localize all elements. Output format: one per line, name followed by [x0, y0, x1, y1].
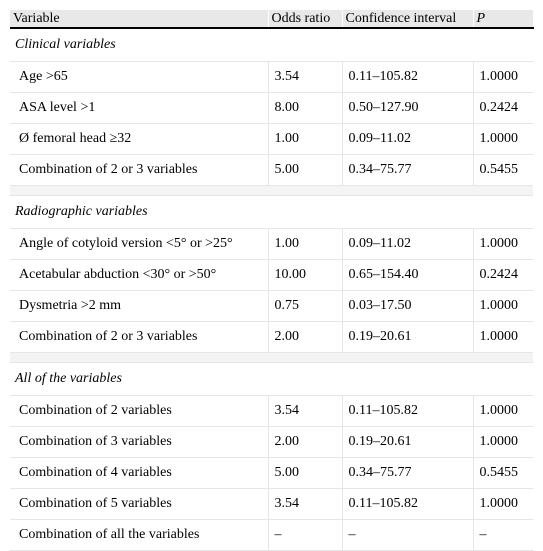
cell-p-value: –: [473, 519, 533, 551]
spacer-cell: [10, 185, 533, 196]
cell-p-value: 1.0000: [473, 321, 533, 353]
cell-p-value: 1.0000: [473, 290, 533, 322]
cell-confidence-interval: 0.11–105.82: [342, 488, 474, 520]
cell-odds-ratio: 3.54: [268, 61, 343, 93]
cell-confidence-interval: 0.65–154.40: [342, 259, 474, 291]
cell-confidence-interval: 0.11–105.82: [342, 395, 474, 427]
table-row: Acetabular abduction <30° or >50° 10.00 0.…: [10, 259, 533, 291]
cell-p-value: 1.0000: [473, 228, 533, 260]
header-odds-ratio: Odds ratio: [268, 10, 343, 29]
header-confidence-interval: Confidence interval: [342, 10, 474, 29]
section-title: All of the variables: [10, 362, 533, 396]
cell-confidence-interval: 0.11–105.82: [342, 61, 474, 93]
cell-p-value: 0.2424: [473, 92, 533, 124]
cell-variable: Combination of 2 or 3 variables: [10, 154, 269, 186]
odds-ratio-table: Variable Odds ratio Confidence interval …: [10, 10, 534, 551]
cell-confidence-interval: 0.03–17.50: [342, 290, 474, 322]
cell-odds-ratio: 0.75: [268, 290, 343, 322]
cell-variable: Ø femoral head ≥32: [10, 123, 269, 155]
header-p-value: P: [473, 10, 534, 29]
table-row: Combination of 4 variables 5.00 0.34–75.77…: [10, 457, 533, 489]
cell-confidence-interval: 0.09–11.02: [342, 228, 474, 260]
spacer-cell: [10, 352, 533, 363]
table-row: Combination of 2 or 3 variables 2.00 0.19–…: [10, 321, 533, 353]
cell-p-value: 1.0000: [473, 488, 533, 520]
cell-variable: Age >65: [10, 61, 269, 93]
cell-confidence-interval: –: [342, 519, 474, 551]
cell-odds-ratio: 10.00: [268, 259, 343, 291]
cell-odds-ratio: 1.00: [268, 228, 343, 260]
cell-confidence-interval: 0.19–20.61: [342, 426, 474, 458]
cell-variable: Combination of 4 variables: [10, 457, 269, 489]
cell-variable: Combination of 2 or 3 variables: [10, 321, 269, 353]
cell-variable: ASA level >1: [10, 92, 269, 124]
table-row: Combination of 5 variables 3.54 0.11–105.8…: [10, 488, 533, 520]
cell-p-value: 1.0000: [473, 61, 533, 93]
cell-confidence-interval: 0.50–127.90: [342, 92, 474, 124]
cell-confidence-interval: 0.19–20.61: [342, 321, 474, 353]
cell-odds-ratio: 5.00: [268, 457, 343, 489]
cell-p-value: 1.0000: [473, 426, 533, 458]
table-body: Clinical variables Age >65 3.54 0.11–105.82…: [10, 28, 533, 551]
section-title: Radiographic variables: [10, 195, 533, 229]
cell-odds-ratio: 2.00: [268, 321, 343, 353]
section-spacer: [10, 185, 533, 196]
section-header-row: Radiographic variables: [10, 195, 533, 229]
cell-odds-ratio: 3.54: [268, 395, 343, 427]
cell-variable: Dysmetria >2 mm: [10, 290, 269, 322]
cell-odds-ratio: 2.00: [268, 426, 343, 458]
cell-variable: Combination of all the variables: [10, 519, 269, 551]
section-header-row: All of the variables: [10, 362, 533, 396]
cell-variable: Combination of 2 variables: [10, 395, 269, 427]
cell-confidence-interval: 0.34–75.77: [342, 154, 474, 186]
cell-confidence-interval: 0.34–75.77: [342, 457, 474, 489]
cell-p-value: 0.2424: [473, 259, 533, 291]
cell-variable: Combination of 5 variables: [10, 488, 269, 520]
cell-odds-ratio: –: [268, 519, 343, 551]
cell-variable: Combination of 3 variables: [10, 426, 269, 458]
cell-confidence-interval: 0.09–11.02: [342, 123, 474, 155]
section-header-row: Clinical variables: [10, 28, 533, 62]
cell-odds-ratio: 3.54: [268, 488, 343, 520]
cell-p-value: 0.5455: [473, 154, 533, 186]
cell-variable: Acetabular abduction <30° or >50°: [10, 259, 269, 291]
table-row: Combination of 2 variables 3.54 0.11–105.8…: [10, 395, 533, 427]
table-row: Age >65 3.54 0.11–105.82 1.0000: [10, 61, 533, 93]
table-header: Variable Odds ratio Confidence interval …: [10, 10, 534, 29]
table-row: Angle of cotyloid version <5° or >25° 1.0…: [10, 228, 533, 260]
cell-p-value: 0.5455: [473, 457, 533, 489]
table-row: Dysmetria >2 mm 0.75 0.03–17.50 1.0000: [10, 290, 533, 322]
table-row: Ø femoral head ≥32 1.00 0.09–11.02 1.0000: [10, 123, 533, 155]
cell-odds-ratio: 5.00: [268, 154, 343, 186]
cell-variable: Angle of cotyloid version <5° or >25°: [10, 228, 269, 260]
cell-odds-ratio: 1.00: [268, 123, 343, 155]
results-table-container: Variable Odds ratio Confidence interval …: [10, 10, 534, 551]
cell-p-value: 1.0000: [473, 395, 533, 427]
table-row: Combination of 3 variables 2.00 0.19–20.61…: [10, 426, 533, 458]
table-row: ASA level >1 8.00 0.50–127.90 0.2424: [10, 92, 533, 124]
section-title: Clinical variables: [10, 28, 533, 62]
header-row: Variable Odds ratio Confidence interval …: [10, 10, 534, 29]
table-row: Combination of 2 or 3 variables 5.00 0.34–…: [10, 154, 533, 186]
cell-p-value: 1.0000: [473, 123, 533, 155]
cell-odds-ratio: 8.00: [268, 92, 343, 124]
header-variable: Variable: [10, 10, 269, 29]
section-spacer: [10, 352, 533, 363]
table-row: Combination of all the variables – – –: [10, 519, 533, 551]
